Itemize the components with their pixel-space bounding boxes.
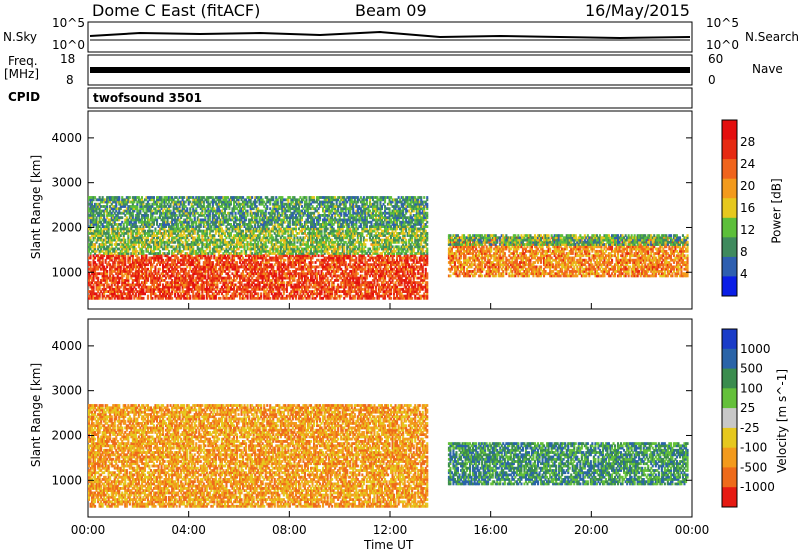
power-cell [283, 281, 285, 284]
power-cell [145, 254, 147, 257]
power-cell [171, 297, 173, 300]
power-cell [219, 297, 221, 300]
power-cell [106, 270, 108, 273]
power-cell [97, 277, 99, 280]
power-cell [284, 259, 286, 262]
power-cell [203, 295, 205, 298]
power-cell [151, 297, 153, 300]
frequency-band [90, 67, 690, 73]
power-cell [269, 297, 271, 300]
power-cell [159, 268, 161, 271]
power-cell [257, 292, 259, 295]
power-cell [147, 295, 149, 298]
power-cell [90, 261, 92, 264]
power-cell [260, 292, 262, 295]
power-heatmap [88, 196, 689, 300]
radar-summary-figure: 1000200030004000100020003000400000:00 04:… [0, 0, 800, 554]
power-cell [189, 295, 191, 298]
power-cell [236, 261, 238, 264]
nsky-trace [90, 32, 690, 38]
power-cell [212, 261, 214, 264]
power-cell [142, 297, 144, 300]
